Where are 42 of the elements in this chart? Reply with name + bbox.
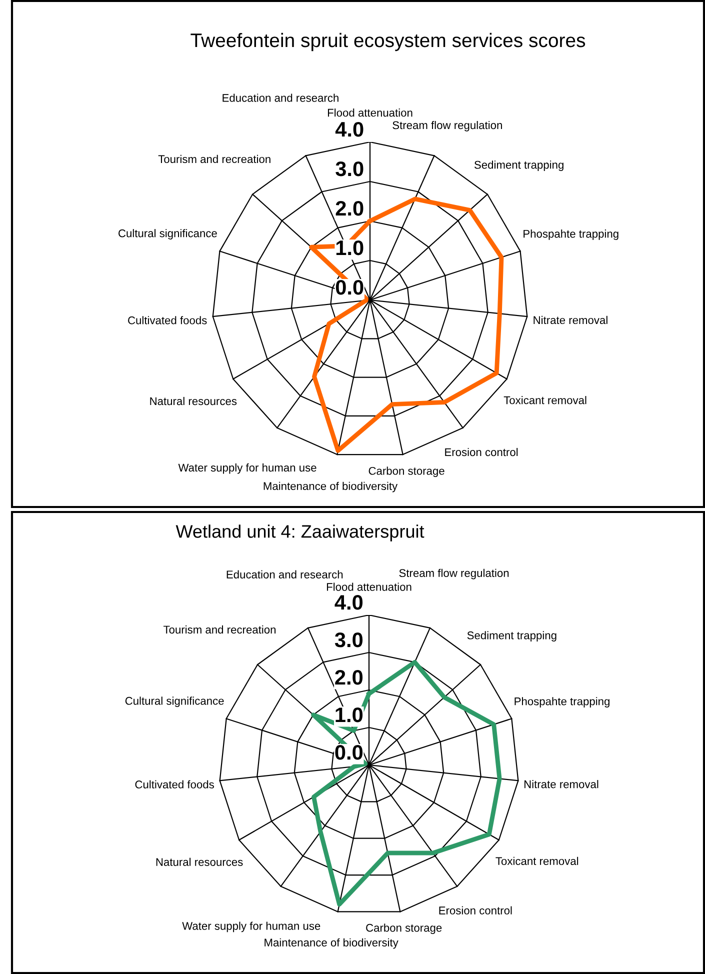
y-tick-label: 0.0: [336, 280, 364, 295]
spoke-label: Natural resources: [156, 858, 243, 866]
y-tick-label: 3.0: [336, 161, 364, 176]
y-tick-label: 4.0: [335, 122, 364, 137]
spoke-label: Natural resources: [150, 396, 237, 406]
spoke-label: Erosion control: [439, 906, 512, 914]
spoke-label: Cultivated foods: [135, 780, 214, 788]
y-tick-label: 4.0: [334, 595, 363, 610]
spoke-label: Toxicant removal: [504, 396, 586, 404]
chart-title: Wetland unit 4: Zaaiwaterspruit: [176, 524, 424, 542]
y-tick-label: 3.0: [334, 632, 363, 648]
y-tick-label: 1.0: [336, 708, 363, 722]
spoke-label: Water supply for human use: [182, 922, 320, 932]
spoke-label: Water supply for human use: [178, 463, 316, 474]
spoke-label: Flood attenuation: [328, 108, 412, 117]
spoke-label: Cultural significance: [125, 696, 224, 707]
y-tick-label: 1.0: [336, 240, 364, 256]
spoke-label: Nitrate removal: [534, 316, 608, 324]
spoke-label: Sediment trapping: [467, 631, 556, 642]
spoke-label: Maintenance of biodiversity: [264, 938, 398, 949]
y-tick-label: 0.0: [335, 745, 363, 760]
spoke-label: Erosion control: [445, 448, 518, 456]
spoke-label: Phospahte trapping: [524, 230, 618, 240]
chart-title: Tweefontein spruit ecosystem services scores: [190, 32, 586, 52]
y-tick-label: 2.0: [335, 670, 363, 685]
spoke-label: Sediment trapping: [474, 160, 564, 171]
spoke-label: Maintenance of biodiversity: [264, 482, 398, 492]
spoke-label: Education and research: [226, 570, 343, 578]
spoke-label: Education and research: [222, 94, 338, 102]
spoke-label: Nitrate removal: [524, 780, 598, 788]
spoke-label: Cultural significance: [118, 229, 217, 240]
spoke-label: Phospahte trapping: [514, 697, 610, 708]
spoke-label: Flood attenuation: [326, 582, 412, 591]
spoke-label: Stream flow regulation: [392, 120, 502, 132]
spoke-label: Tourism and recreation: [163, 625, 276, 634]
spoke-label: Toxicant removal: [496, 856, 578, 866]
spoke-label: Tourism and recreation: [158, 154, 270, 164]
spoke-label: Carbon storage: [366, 924, 442, 934]
spoke-label: Cultivated foods: [128, 316, 207, 324]
spoke-label: Carbon storage: [368, 466, 444, 478]
spoke-label: Stream flow regulation: [399, 568, 509, 580]
y-tick-label: 2.0: [336, 200, 364, 216]
